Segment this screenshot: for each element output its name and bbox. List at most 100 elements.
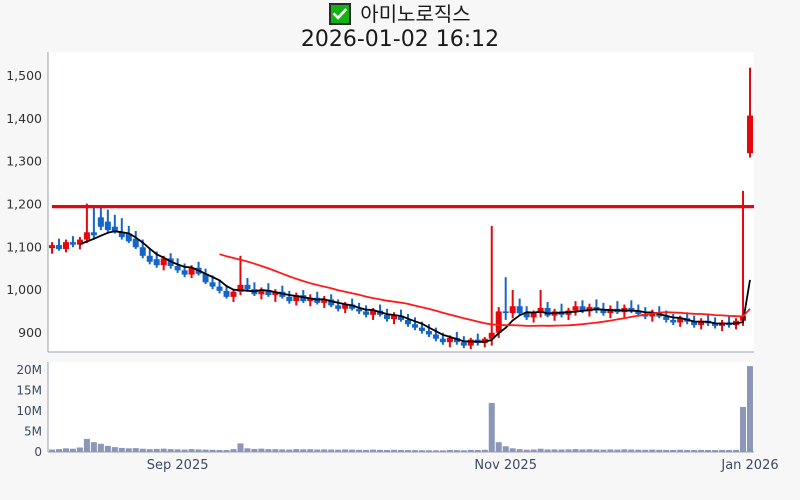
x-tick-label: Sep 2025 xyxy=(147,458,209,473)
candle-body xyxy=(146,255,153,262)
volume-bar xyxy=(167,449,174,452)
volume-bar xyxy=(516,449,523,452)
candle-body xyxy=(712,323,719,326)
candle-body xyxy=(349,304,356,309)
volume-bar xyxy=(314,449,321,452)
volume-bar xyxy=(642,449,649,452)
candle-body xyxy=(174,266,181,271)
volume-bar xyxy=(705,449,712,452)
candle-body xyxy=(286,296,293,302)
candle-body xyxy=(418,327,425,332)
candle-body xyxy=(544,307,551,316)
volume-bar xyxy=(502,446,509,452)
volume-bar xyxy=(244,448,251,452)
volume-bar xyxy=(509,448,516,452)
volume-bar xyxy=(446,449,453,452)
candle-body xyxy=(425,331,432,335)
candle-body xyxy=(97,217,104,227)
volume-bar xyxy=(523,449,530,452)
candle-body xyxy=(230,291,237,297)
volume-bar xyxy=(223,450,230,452)
volume-bar xyxy=(586,449,593,452)
volume-bar xyxy=(356,449,363,452)
candle-body xyxy=(139,247,146,256)
candle-body xyxy=(321,299,328,303)
candle-body xyxy=(404,319,411,325)
volume-tick-label: 0 xyxy=(34,445,42,459)
candle-body xyxy=(537,307,544,314)
candle-body xyxy=(209,282,216,287)
candle-body xyxy=(363,311,370,315)
candle-body xyxy=(663,316,670,320)
candle-body xyxy=(670,319,677,323)
volume-bar xyxy=(488,402,495,452)
candle-body xyxy=(384,314,391,320)
volume-bar xyxy=(83,438,90,452)
candle-body xyxy=(432,334,439,339)
volume-tick-label: 20M xyxy=(16,363,42,377)
volume-bar xyxy=(733,449,740,452)
volume-bar xyxy=(69,448,76,452)
volume-bar xyxy=(132,448,139,452)
volume-bar xyxy=(370,449,377,452)
volume-bar xyxy=(474,450,481,452)
candle-body xyxy=(628,307,635,312)
volume-bar xyxy=(544,449,551,452)
volume-bar xyxy=(335,449,342,452)
volume-bar xyxy=(139,448,146,452)
volume-bar xyxy=(460,450,467,452)
volume-bar xyxy=(635,449,642,452)
volume-bar xyxy=(272,449,279,452)
volume-bar xyxy=(209,449,216,452)
volume-bar xyxy=(307,449,314,452)
candle-body xyxy=(691,321,698,326)
volume-bar xyxy=(670,449,677,452)
candle-body xyxy=(446,337,453,343)
candle-body xyxy=(342,304,349,309)
volume-bar xyxy=(453,450,460,452)
volume-bar xyxy=(97,443,104,452)
volume-bar xyxy=(300,449,307,452)
candle-body xyxy=(237,284,244,292)
volume-bar xyxy=(258,448,265,452)
candle-body xyxy=(181,270,188,275)
candle-body xyxy=(293,295,300,302)
volume-bar xyxy=(432,450,439,452)
price-tick-label: 1,200 xyxy=(6,197,42,212)
candle-body xyxy=(300,295,307,302)
price-tick-label: 1,500 xyxy=(6,68,42,83)
candle-body xyxy=(328,299,335,306)
volume-bar xyxy=(90,442,97,452)
volume-bar xyxy=(153,448,160,452)
candle-body xyxy=(747,115,753,154)
candle-body xyxy=(83,232,90,240)
x-tick-label: Nov 2025 xyxy=(474,458,537,473)
candle-body xyxy=(160,258,167,266)
candle-body xyxy=(398,315,404,320)
volume-bar xyxy=(600,449,607,452)
candle-body xyxy=(202,273,209,283)
volume-bar xyxy=(418,450,425,452)
chart-container[interactable]: 1,500 1,400 1,300 1,200 1,100 1,000 900 20M 15M 1… xyxy=(0,52,800,500)
volume-bar xyxy=(537,448,544,452)
candle-body xyxy=(635,311,642,314)
candle-body xyxy=(125,233,132,242)
candle-body xyxy=(579,306,586,312)
candle-body xyxy=(223,290,230,297)
ma-short-line xyxy=(79,230,751,343)
candle-body xyxy=(523,313,530,318)
candle-body xyxy=(216,286,223,291)
volume-bar xyxy=(230,449,237,452)
candle-body xyxy=(76,239,83,245)
volume-bar xyxy=(677,449,684,452)
candlestick-chart[interactable]: 1,500 1,400 1,300 1,200 1,100 1,000 900 20M 15M 1… xyxy=(0,52,800,500)
price-tick-label: 900 xyxy=(18,325,42,340)
volume-bar xyxy=(663,449,670,452)
volume-bar xyxy=(118,447,125,452)
candle-body xyxy=(391,315,398,320)
volume-bar xyxy=(328,449,335,452)
candle-body xyxy=(55,245,62,249)
candle-body xyxy=(698,320,705,326)
candle-body xyxy=(530,313,537,318)
volume-bar xyxy=(104,445,111,452)
